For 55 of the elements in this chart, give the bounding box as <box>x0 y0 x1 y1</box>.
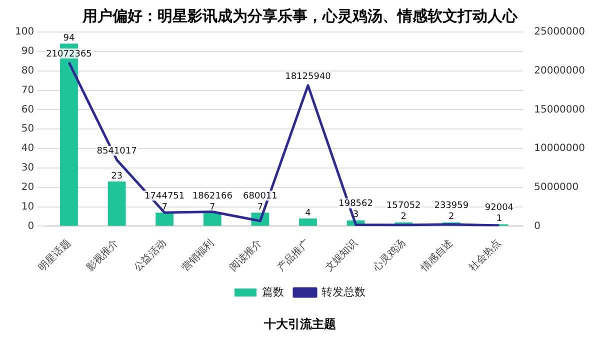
legend-label: 篇数 <box>262 285 284 298</box>
bar <box>108 182 126 226</box>
data-label: 3 <box>352 210 359 220</box>
data-label: 92004 <box>484 203 514 214</box>
x-tick-label: 明星话题 <box>36 236 73 274</box>
bar <box>299 218 317 226</box>
data-label: 1 <box>496 214 502 224</box>
data-label: 1744751 <box>144 191 185 202</box>
data-label: 7 <box>162 202 168 212</box>
x-tick-label: 影视推介 <box>84 236 121 274</box>
data-label: 2 <box>400 212 406 222</box>
data-label: 157052 <box>386 201 421 212</box>
chart-title: 用户偏好：明星影讯成为分享乐事，心灵鸡汤、情感软文打动人心 <box>82 6 518 25</box>
data-label: 7 <box>257 202 264 212</box>
data-label: 2 <box>448 212 454 222</box>
data-label: 23 <box>111 171 123 182</box>
data-label: 18125940 <box>285 72 332 82</box>
data-label: 21072365 <box>46 49 92 60</box>
y2-tick-label: 20000000 <box>534 65 586 76</box>
y2-tick-label: 5000000 <box>534 182 579 193</box>
x-tick-label: 情感自述 <box>418 236 456 274</box>
x-tick-label: 产品推广 <box>275 236 312 274</box>
data-label: 4 <box>305 208 312 218</box>
y-tick-label: 30 <box>21 162 34 174</box>
y-tick-label: 70 <box>21 84 34 96</box>
data-label: 94 <box>63 34 75 44</box>
y2-tick-label: 25000000 <box>534 26 586 38</box>
data-label: 1862166 <box>192 191 233 202</box>
y-tick-label: 20 <box>21 182 34 193</box>
data-label: 233959 <box>434 201 469 212</box>
y-tick-label: 0 <box>28 220 34 232</box>
y2-tick-label: 10000000 <box>534 143 586 154</box>
text: 十大引流主题 <box>263 316 337 333</box>
y-tick-label: 50 <box>21 124 34 135</box>
x-tick-label: 心灵鸡汤 <box>370 236 408 274</box>
y2-tick-label: 15000000 <box>534 104 586 116</box>
data-label: 680011 <box>243 191 278 202</box>
bar <box>203 212 222 226</box>
x-tick-label: 社会热点 <box>466 236 504 274</box>
y-tick-label: 40 <box>21 143 34 154</box>
y-tick-label: 80 <box>21 65 34 76</box>
y-tick-label: 10 <box>21 201 34 212</box>
legend-label: 转发总数 <box>322 285 366 298</box>
data-label: 198562 <box>338 199 373 210</box>
x-tick-label: 文娱知识 <box>322 236 360 274</box>
y2-tick-label: 0 <box>534 220 540 232</box>
data-label: 8541017 <box>96 146 137 157</box>
x-tick-label: 阅读推介 <box>227 236 264 274</box>
y-tick-label: 100 <box>14 26 34 38</box>
data-label: 7 <box>210 202 216 212</box>
y-tick-label: 90 <box>21 46 34 58</box>
x-tick-label: 营销福利 <box>180 236 216 274</box>
x-tick-label: 公益活动 <box>132 236 169 274</box>
bar <box>156 212 174 226</box>
y-tick-label: 60 <box>21 104 34 116</box>
